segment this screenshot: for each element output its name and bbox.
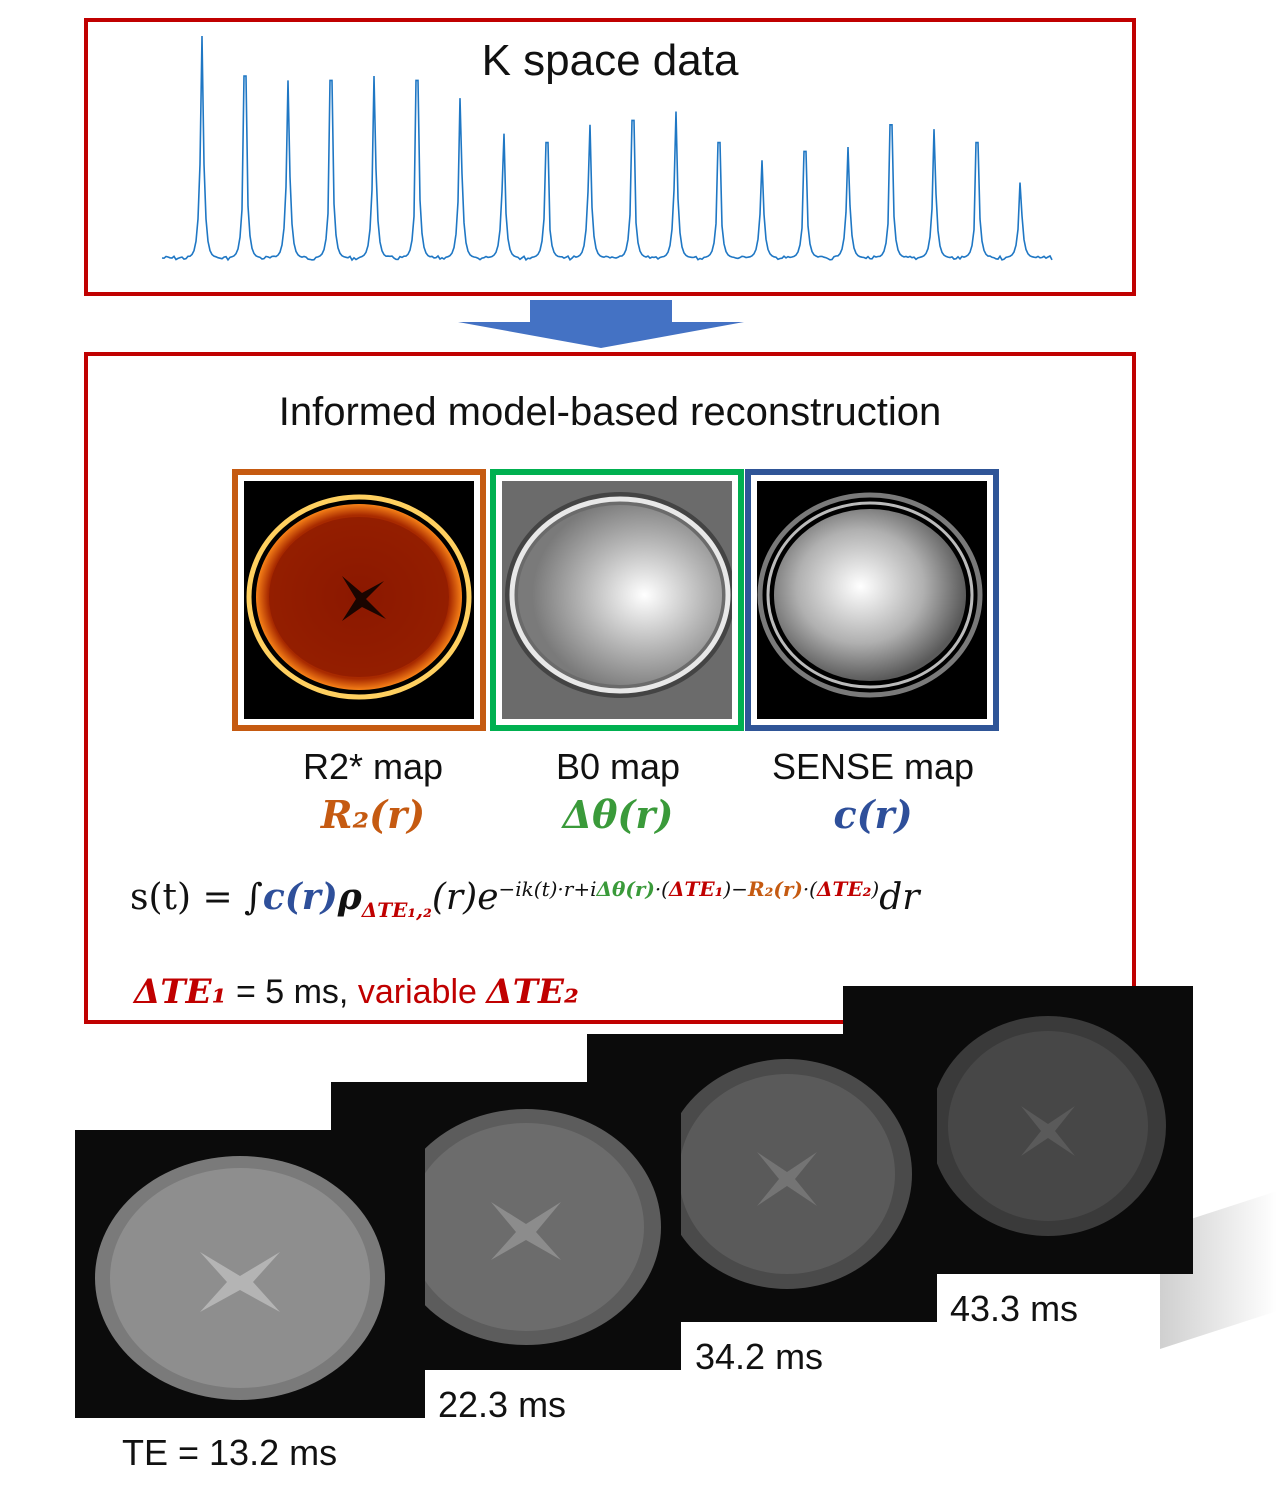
echo-image-1 — [75, 1130, 425, 1418]
equation-rho: ρ — [337, 876, 362, 918]
sense-map-image — [757, 481, 987, 719]
echo-label-1: TE = 13.2 ms — [122, 1432, 338, 1473]
exp-c: ·( — [654, 877, 669, 901]
exp-g: ·( — [802, 877, 817, 901]
r2-map-frame — [232, 469, 486, 731]
b0-map-frame — [490, 469, 744, 731]
exp-b: Δθ(r) — [596, 877, 655, 901]
r2-map-image — [244, 481, 474, 719]
b0-map-label: B0 map — [555, 746, 681, 787]
equation-r: (r)e — [431, 877, 499, 918]
b0-map-symbol: Δθ(r) — [562, 792, 674, 837]
down-arrow-icon — [458, 300, 744, 348]
kspace-panel: K space data — [84, 18, 1136, 296]
equation-rho-sub: ΔTE₁,₂ — [361, 898, 432, 923]
te-note: ΔTE₁ = 5 ms, variable ΔTE₂ — [134, 972, 579, 1012]
echo-label-2: 22.3 ms — [438, 1384, 567, 1425]
equation-tail: dr — [879, 877, 920, 918]
kspace-title: K space data — [481, 36, 739, 85]
sense-map-symbol: c(r) — [833, 792, 913, 837]
equation-coil: c(r) — [262, 876, 338, 918]
note-te2: ΔTE₂ — [486, 972, 579, 1012]
kspace-signal-line — [161, 35, 1053, 262]
note-te1: ΔTE₁ — [134, 972, 227, 1012]
b0-map-image — [502, 481, 732, 719]
r2-map-symbol: R₂(r) — [320, 792, 426, 837]
note-te1-value: = 5 ms, — [235, 973, 349, 1011]
reconstruction-panel: Informed model-based reconstruction — [84, 352, 1136, 1024]
signal-equation: s(t) = ∫c(r)ρΔTE₁,₂(r)e−ik(t)·r+iΔθ(r)·(… — [130, 876, 919, 922]
equation-exponent: −ik(t)·r+iΔθ(r)·(ΔTE₁)−R₂(r)·(ΔTE₂) — [499, 877, 880, 901]
sense-map-label: SENSE map — [771, 746, 975, 787]
exp-a: −ik(t)·r+i — [498, 877, 597, 901]
reconstruction-title: Informed model-based reconstruction — [278, 390, 942, 434]
exp-e: )− — [723, 877, 748, 901]
equation-lhs: s(t) = ∫ — [130, 877, 263, 918]
echo-label-3: 34.2 ms — [695, 1336, 824, 1377]
echo-label-4: 43.3 ms — [950, 1288, 1079, 1329]
r2-map-label: R2* map — [302, 746, 444, 787]
exp-h: ΔTE₂ — [816, 877, 872, 901]
note-variable: variable — [357, 973, 477, 1011]
kspace-signal-plot — [161, 35, 1053, 262]
exp-f: R₂(r) — [747, 877, 803, 901]
sense-map-frame — [745, 469, 999, 731]
exp-i: ) — [871, 877, 880, 901]
exp-d: ΔTE₁ — [669, 877, 724, 901]
